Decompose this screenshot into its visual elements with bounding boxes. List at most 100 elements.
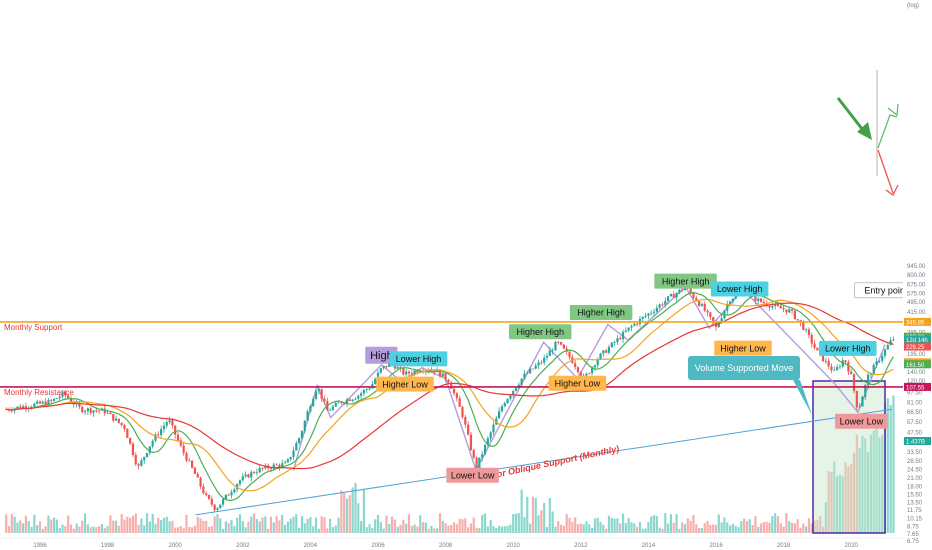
- x-tick-label: 2010: [507, 543, 521, 549]
- volume-bar: [371, 527, 374, 533]
- volume-bar: [461, 519, 464, 533]
- candle-body: [89, 408, 92, 413]
- candle-body: [162, 425, 166, 430]
- annotation-label: Higher Low: [720, 343, 766, 353]
- candle-body: [385, 365, 388, 367]
- volume-bar: [644, 528, 647, 533]
- candle-body: [455, 393, 458, 399]
- volume-bar: [743, 518, 746, 533]
- x-tick-label: 2004: [304, 543, 318, 549]
- candle-body: [30, 406, 33, 408]
- moving-average-line: [6, 292, 894, 501]
- candle-body: [726, 303, 729, 311]
- candle-body: [683, 287, 687, 291]
- candle-body: [540, 362, 543, 364]
- volume-bar: [706, 520, 709, 533]
- candle-body: [185, 452, 188, 461]
- volume-bar: [771, 515, 774, 533]
- candle-body: [143, 456, 146, 461]
- volume-bar: [129, 517, 132, 533]
- volume-bar: [219, 518, 222, 533]
- candle-body: [841, 360, 844, 367]
- volume-bar: [616, 518, 619, 533]
- volume-bar: [390, 516, 394, 533]
- candle-body: [289, 456, 292, 460]
- volume-bar: [813, 520, 816, 533]
- volume-bar: [41, 528, 44, 533]
- volume-bar: [543, 502, 546, 533]
- volume-bar: [633, 523, 636, 533]
- volume-bar: [664, 513, 667, 533]
- volume-bar: [117, 525, 120, 533]
- candle-body: [210, 498, 213, 505]
- volume-bar: [109, 515, 112, 533]
- candle-body: [244, 474, 247, 477]
- volume-bar: [157, 517, 160, 533]
- candle-body: [272, 464, 275, 469]
- volume-bar: [314, 517, 318, 533]
- annotation-label: Higher Low: [555, 378, 601, 388]
- volume-bar: [638, 521, 642, 533]
- candle-body: [559, 342, 563, 345]
- candle-body: [329, 410, 332, 411]
- candle-body: [782, 308, 785, 310]
- candle-body: [114, 418, 118, 421]
- annotation-label: Entry point?: [864, 285, 912, 295]
- volume-bar: [27, 520, 30, 533]
- volume-bar: [188, 526, 191, 533]
- candle-body: [81, 406, 84, 413]
- volume-bar: [827, 470, 830, 533]
- volume-bar: [360, 521, 363, 533]
- volume-bar: [22, 523, 25, 533]
- candle-body: [790, 309, 794, 311]
- volume-bar: [807, 518, 811, 533]
- volume-bar: [244, 527, 247, 533]
- price-axis-bg: [903, 0, 932, 550]
- price-label: 226.25: [906, 345, 925, 351]
- candle-body: [486, 438, 489, 445]
- candle-body: [78, 403, 81, 407]
- volume-bar: [745, 520, 749, 533]
- volume-bar: [145, 513, 149, 533]
- x-tick-label: 2020: [845, 543, 859, 549]
- candle-body: [278, 464, 281, 468]
- volume-bar: [627, 517, 630, 533]
- price-label-bg: [904, 360, 931, 369]
- volume-bar: [64, 526, 67, 533]
- candle-body: [655, 307, 658, 312]
- candle-body: [599, 353, 602, 360]
- candle-body: [658, 304, 661, 308]
- candle-body: [95, 410, 98, 412]
- candle-body: [678, 289, 681, 294]
- candle-body: [464, 417, 467, 425]
- candle-body: [543, 357, 546, 363]
- volume-bar: [250, 516, 253, 533]
- level-label: Monthly Support: [4, 323, 63, 332]
- x-tick-label: 2012: [574, 543, 588, 549]
- volume-bar: [605, 528, 608, 533]
- candle-body: [498, 411, 501, 419]
- volume-bar: [765, 521, 768, 533]
- candle-body: [889, 340, 892, 346]
- volume-bar: [69, 524, 73, 533]
- candle-body: [652, 311, 656, 313]
- candle-body: [821, 353, 825, 362]
- candle-body: [785, 309, 788, 313]
- volume-bar: [52, 517, 56, 533]
- volume-bar: [340, 490, 343, 533]
- volume-bar: [889, 404, 892, 533]
- volume-bar: [433, 528, 436, 533]
- volume-bar: [768, 522, 771, 533]
- volume-bar: [407, 514, 411, 533]
- candle-body: [176, 434, 180, 441]
- volume-bar: [520, 489, 523, 533]
- y-tick-label: 120.00: [907, 379, 926, 385]
- volume-bar: [503, 526, 506, 533]
- price-label-bg: [904, 342, 931, 351]
- volume-bar: [278, 520, 281, 533]
- volume-bar: [376, 515, 380, 533]
- volume-bar: [675, 514, 678, 533]
- volume-bar: [568, 517, 571, 533]
- x-tick-label: 1996: [33, 543, 47, 549]
